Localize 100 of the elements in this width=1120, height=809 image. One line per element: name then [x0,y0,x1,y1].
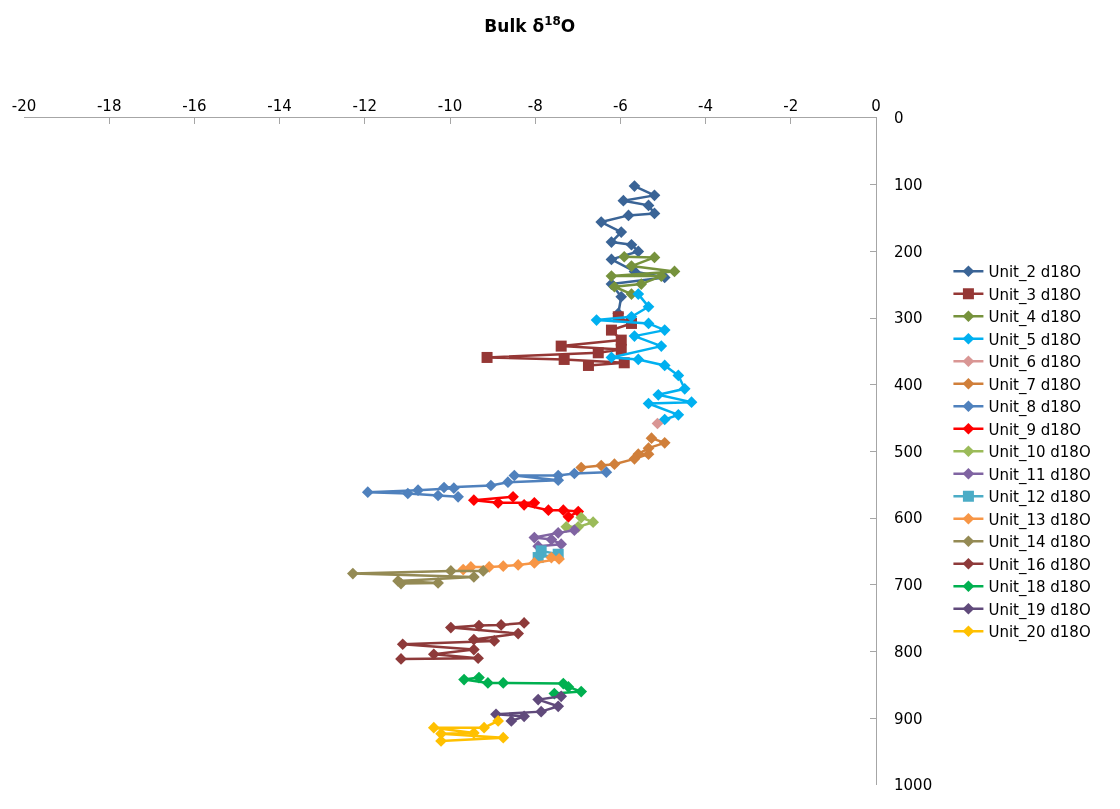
point [445,565,457,577]
point [672,408,685,421]
point [495,619,507,631]
point [396,638,409,651]
y-tick-label: 700 [894,576,923,595]
y-tick-label: 200 [894,242,923,261]
point [652,388,665,401]
y-tick-label: 400 [894,376,923,395]
y-tick-label: 0 [894,109,904,128]
point [552,700,565,713]
y-tick-label: 500 [894,442,923,461]
legend-label: Unit_11 d18O [988,465,1091,485]
y-tick-label: 900 [894,709,923,728]
point [481,351,493,363]
point [632,288,645,300]
point [492,715,504,727]
point [628,180,641,192]
point [412,484,424,497]
point [605,324,617,336]
point [568,524,581,537]
point [658,324,671,336]
point [497,731,510,744]
point [528,497,541,509]
y-tick-label: 100 [894,175,923,194]
point [488,635,501,647]
legend-label: Unit_8 d18O [988,398,1082,418]
x-tick-label: -4 [698,97,714,115]
point [347,567,359,580]
point [560,521,573,533]
point [642,317,655,330]
x-tick-label: -18 [96,97,122,115]
point [575,511,588,524]
legend-label: Unit_13 d18O [988,510,1091,530]
point [605,270,618,282]
x-tick-label: -14 [267,97,292,115]
point [507,491,519,503]
point [432,489,444,502]
point [485,479,497,492]
point [557,504,570,517]
chart-title: Bulk δ$^{18}$O [484,13,576,37]
point [568,467,581,480]
point [628,330,641,342]
point [555,340,567,352]
point [473,619,485,632]
point [361,486,374,499]
point [658,436,671,449]
legend-label: Unit_9 d18O [988,420,1082,440]
point [595,216,608,228]
point [615,290,628,303]
legend-label: Unit_4 d18O [988,308,1082,328]
point [628,452,641,465]
x-tick-label: 0 [871,97,881,115]
point [478,721,490,734]
point [595,459,608,472]
legend-label: Unit_2 d18O [988,263,1082,283]
x-tick-label: -12 [352,97,378,115]
point [468,494,480,507]
point [632,353,645,366]
point [535,705,548,718]
y-tick-label: 300 [894,309,923,328]
y-tick-label: 600 [894,509,923,528]
point [452,491,464,503]
point [468,571,480,583]
legend-label: Unit_12 d18O [988,488,1091,508]
point [600,466,613,479]
legend-label: Unit_16 d18O [988,555,1091,575]
legend-label: Unit_6 d18O [988,353,1082,373]
point [438,481,450,494]
point [615,226,628,238]
x-tick-label: -8 [527,97,543,115]
point [648,251,661,264]
y-tick-label: 800 [894,642,923,661]
point [532,693,545,706]
point [582,359,594,371]
point [458,673,470,686]
legend-label: Unit_5 d18O [988,330,1082,350]
point [512,559,525,571]
point [472,652,484,665]
point [482,677,494,689]
legend-label: Unit_18 d18O [988,578,1091,598]
point [648,189,661,202]
point [427,648,440,661]
point [651,417,664,430]
point [678,382,691,395]
point [505,715,518,727]
point [605,253,618,266]
point [608,458,621,471]
point [590,314,603,326]
point [625,238,638,251]
point [655,340,668,352]
point [518,710,530,723]
point [468,643,480,656]
y-tick-label: 1000 [894,776,933,795]
point [642,397,655,410]
point [502,476,514,489]
point [518,617,530,629]
point [552,527,565,539]
point [508,469,521,482]
point [615,343,627,355]
legend-label: Unit_14 d18O [988,533,1091,553]
